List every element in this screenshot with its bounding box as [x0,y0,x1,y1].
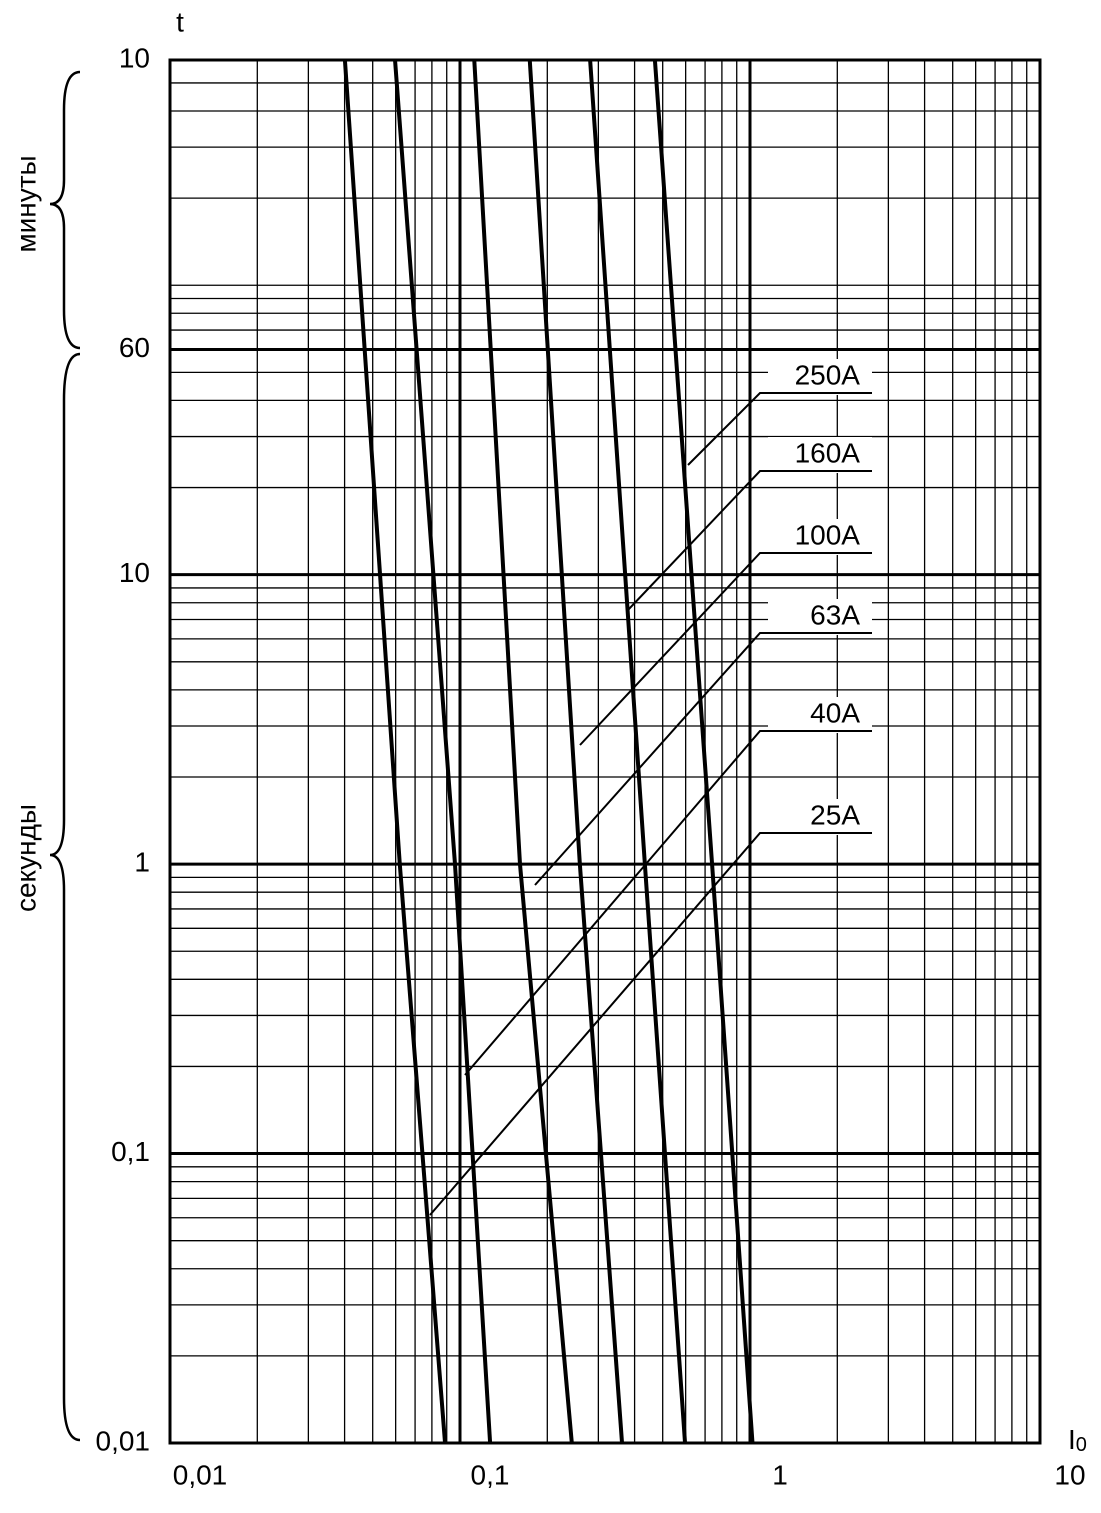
leader-line [627,470,872,611]
x-axis-label: I0 [1068,1424,1087,1456]
series-label: 250A [795,359,861,390]
fuse-curve [393,59,493,1444]
y-tick-label: 1 [134,847,150,878]
x-tick-label: 1 [772,1459,788,1490]
leader-line [579,552,872,746]
y-tick-label: 0,01 [96,1425,151,1456]
leader-line [687,392,872,466]
label-bg [768,799,872,835]
y-tick-label: 10 [119,557,150,588]
plot-frame [168,58,1042,1445]
label-bg [768,599,872,635]
y-tick-label: 10 [119,42,150,73]
y-axis-label: t [176,6,184,37]
leader-line [534,632,872,886]
series-label: 160A [795,437,861,468]
fuse-curve [472,59,574,1444]
x-axis-label-main: I [1068,1424,1076,1455]
minutes-label: минуты [10,155,41,252]
series-label: 63A [810,599,860,630]
x-tick-label: 0,01 [173,1459,228,1490]
x-tick-label: 10 [1054,1459,1085,1490]
series-label: 40A [810,697,860,728]
x-axis-label-sub: 0 [1076,1434,1087,1456]
fuse-curve [342,59,448,1444]
leader-line [464,730,872,1076]
y-tick-label: 0,1 [111,1136,150,1167]
label-bg [768,697,872,733]
label-bg [768,437,872,473]
series-label: 100A [795,519,861,550]
minutes-brace [49,70,81,350]
fuse-curve [652,59,755,1444]
x-tick-label: 0,1 [471,1459,510,1490]
y-tick-label: 60 [119,332,150,363]
seconds-brace [49,352,81,1442]
leader-line [429,832,872,1216]
fuse-curve [527,59,625,1444]
series-label: 25A [810,799,860,830]
label-bg [768,359,872,395]
seconds-label: секунды [10,804,41,912]
label-bg [768,519,872,555]
